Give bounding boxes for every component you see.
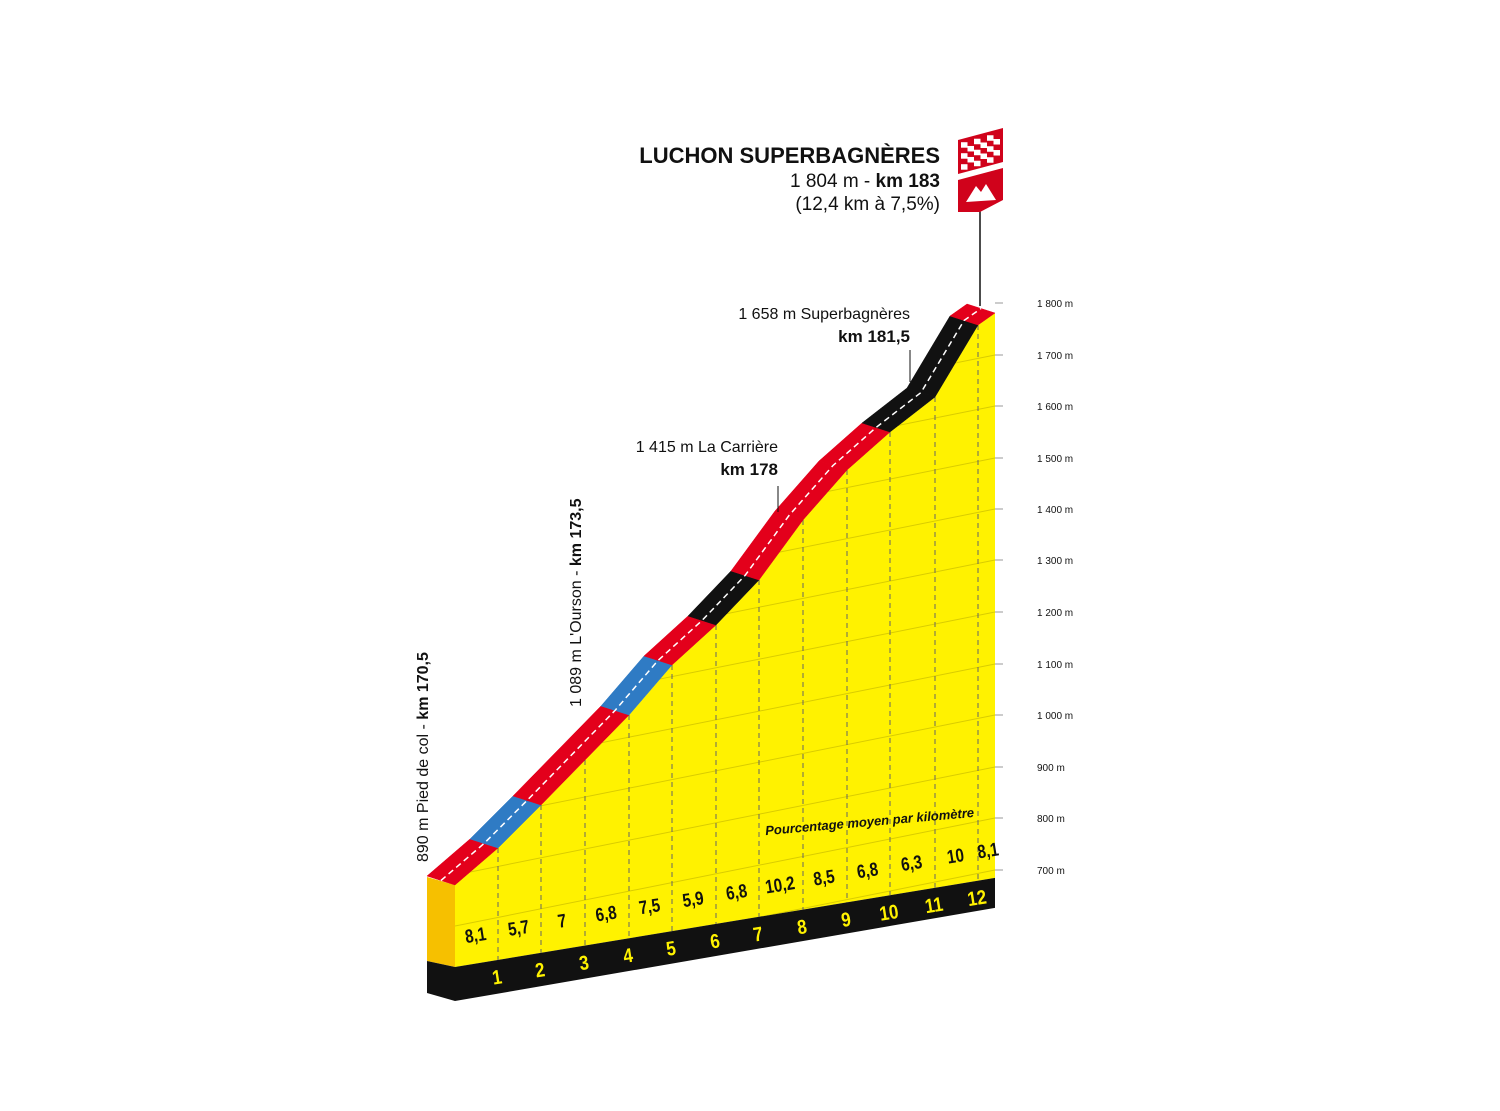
profile-face bbox=[455, 313, 995, 967]
grid-line bbox=[455, 714, 995, 824]
base-band bbox=[455, 877, 995, 1001]
point-name: 890 m Pied de col - bbox=[415, 720, 432, 862]
axis-label: 1 200 m bbox=[1037, 608, 1073, 619]
axis-label: 1 800 m bbox=[1037, 299, 1073, 310]
gradient-label: 6,8 bbox=[594, 901, 619, 926]
gradient-label: 6,8 bbox=[724, 879, 749, 904]
axis-label: 1 400 m bbox=[1037, 505, 1073, 516]
check bbox=[974, 149, 981, 156]
check bbox=[974, 138, 981, 145]
point-name: 1 658 m Superbagnères bbox=[738, 306, 910, 323]
km-marker: 12 bbox=[966, 885, 988, 910]
start-block bbox=[427, 877, 455, 967]
km-marker: 2 bbox=[533, 958, 546, 982]
axis-label: 1 600 m bbox=[1037, 402, 1073, 413]
point-km: km 173,5 bbox=[568, 498, 585, 566]
point-label: 890 m Pied de col - km 170,5 bbox=[415, 652, 432, 862]
km-marker: 5 bbox=[664, 936, 677, 960]
finish-climb: (12,4 km à 7,5%) bbox=[795, 194, 940, 215]
check bbox=[967, 145, 974, 152]
km-marker: 6 bbox=[708, 929, 721, 953]
profile: 700 m 800 m 900 m 1 000 m 1 100 m 1 200 m 1 30… bbox=[426, 299, 1073, 1001]
check bbox=[987, 157, 994, 163]
axis-label: 1 700 m bbox=[1037, 351, 1073, 362]
axis-label: 700 m bbox=[1037, 866, 1065, 877]
check bbox=[961, 164, 968, 170]
mountain-icon bbox=[966, 184, 996, 202]
km-marker: 9 bbox=[839, 907, 852, 931]
axis-label: 900 m bbox=[1037, 763, 1065, 774]
check bbox=[967, 156, 974, 163]
km-marker: 3 bbox=[577, 951, 590, 975]
base-left bbox=[427, 961, 455, 1001]
gradient-label: 7,5 bbox=[637, 894, 662, 919]
point-name: 1 089 m L'Ourson - bbox=[568, 566, 585, 707]
check bbox=[980, 142, 987, 148]
mountain-flag bbox=[958, 168, 1003, 212]
check bbox=[980, 153, 987, 159]
km-marker: 7 bbox=[751, 922, 764, 946]
point-km: km 178 bbox=[720, 460, 778, 479]
axis-label: 1 300 m bbox=[1037, 556, 1073, 567]
axis-label: 1 500 m bbox=[1037, 454, 1073, 465]
gradient-label: 7 bbox=[556, 909, 568, 932]
gradient-label: 10 bbox=[945, 843, 965, 867]
gradient-label: 6,3 bbox=[899, 850, 923, 875]
check bbox=[993, 139, 1000, 145]
point-km: km 181,5 bbox=[838, 327, 910, 346]
finish-alt: 1 804 m - bbox=[790, 171, 876, 192]
gradient-label: 5,7 bbox=[506, 915, 530, 940]
check bbox=[974, 160, 981, 167]
km-marker: 10 bbox=[878, 900, 900, 925]
axis-label: 1 100 m bbox=[1037, 660, 1073, 671]
check bbox=[987, 135, 994, 141]
gradient-label: 5,9 bbox=[681, 886, 705, 911]
grid-line bbox=[455, 817, 995, 927]
gradient-label: 10,2 bbox=[764, 871, 797, 897]
point-label: 1 089 m L'Ourson - km 173,5 bbox=[568, 498, 585, 707]
point-name: 1 415 m La Carrière bbox=[636, 439, 778, 456]
finish-km: km 183 bbox=[876, 171, 940, 192]
km-marker: 8 bbox=[795, 915, 808, 939]
km-marker: 1 bbox=[490, 965, 503, 989]
check bbox=[961, 142, 968, 148]
gradient-label: 8,1 bbox=[976, 838, 1001, 863]
gradient-label: 8,5 bbox=[812, 865, 837, 890]
axis-label: 800 m bbox=[1037, 814, 1065, 825]
grid-line bbox=[455, 766, 995, 876]
check bbox=[993, 150, 1000, 156]
axis-label: 1 000 m bbox=[1037, 711, 1073, 722]
check bbox=[987, 146, 994, 152]
km-marker: 11 bbox=[923, 892, 944, 917]
finish-altitude: 1 804 m - km 183 bbox=[790, 171, 940, 192]
gradient-label: 8,1 bbox=[463, 922, 488, 947]
km-marker: 4 bbox=[621, 943, 634, 967]
gradient-label: 6,8 bbox=[855, 858, 880, 883]
check bbox=[961, 153, 968, 159]
finish-name: LUCHON SUPERBAGNÈRES bbox=[639, 143, 940, 168]
point-km: km 170,5 bbox=[415, 652, 432, 720]
checkered-flag bbox=[958, 128, 1003, 174]
